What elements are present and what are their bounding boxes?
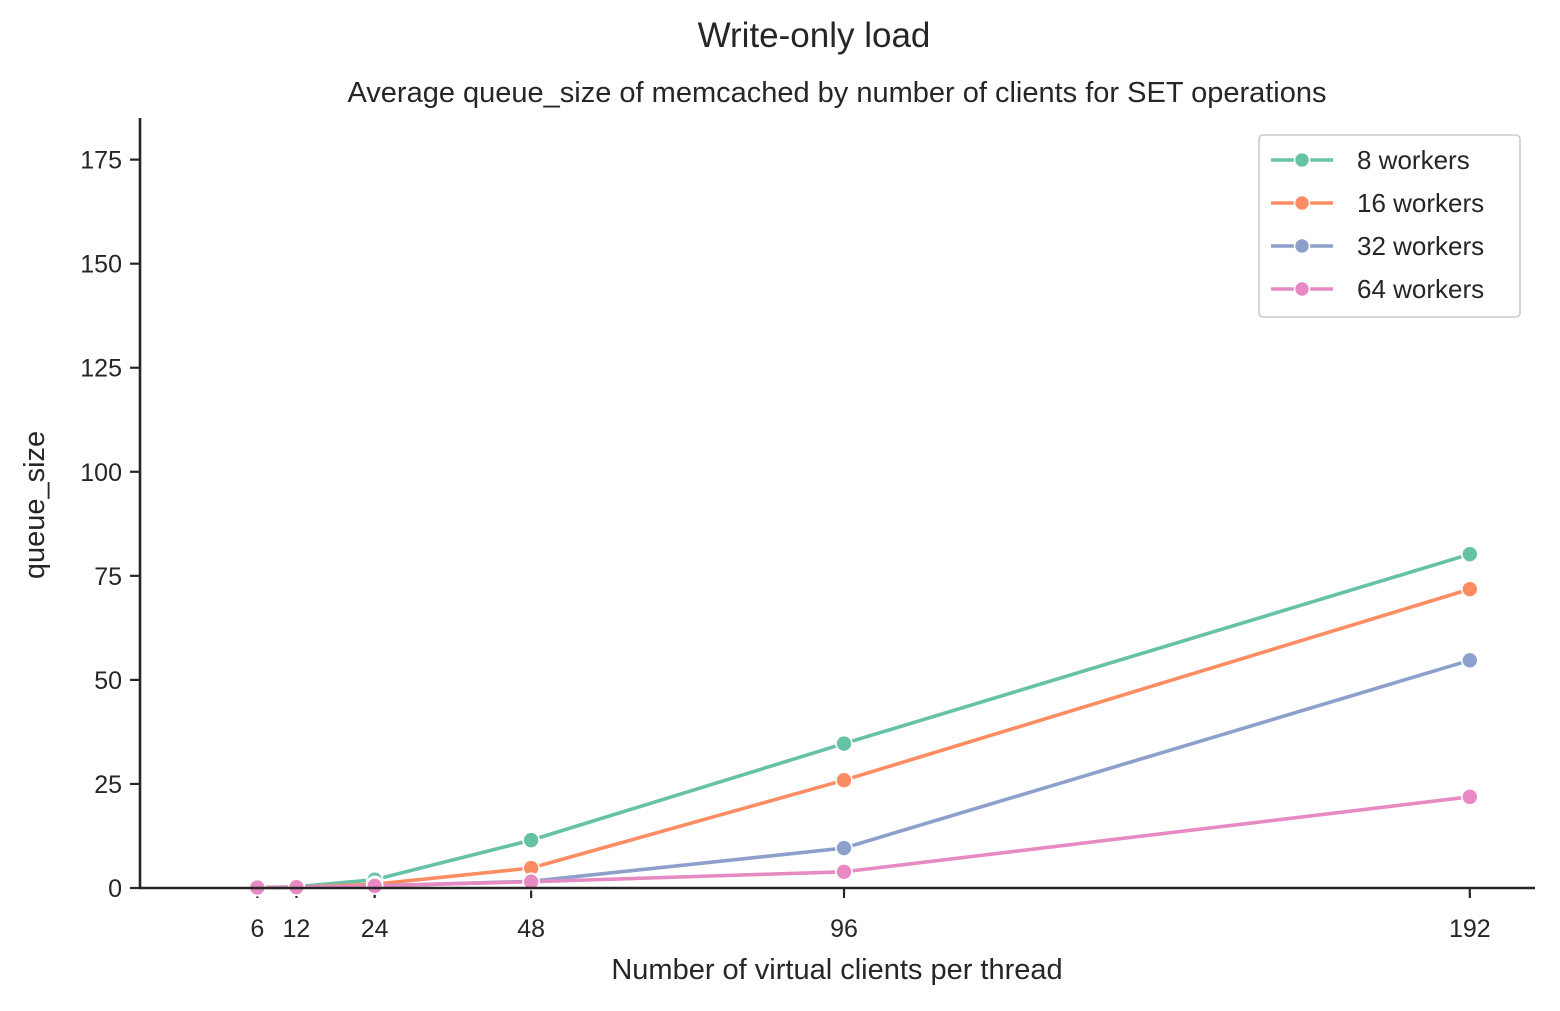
chart-suptitle: Write-only load [698,16,931,55]
data-point [835,862,853,881]
data-point [835,771,853,790]
legend-marker [1293,194,1311,212]
x-tick-label: 24 [361,915,389,943]
axis-ticks: 0 25 50 75 100 125 150 175 6 12 24 48 96 192 [80,147,1490,943]
x-tick-label: 12 [283,915,311,943]
y-axis-label: queue_size [19,431,51,579]
legend-item-4: 64 workers [1271,274,1484,304]
chart-title: Average queue_size of memcached by numbe… [347,77,1326,109]
data-point [835,734,853,753]
data-point [1461,545,1479,563]
legend-box [1258,134,1521,318]
x-axis-label: Number of virtual clients per thread [611,954,1062,986]
legend-marker [1293,151,1311,169]
y-tick-label: 150 [80,251,122,279]
y-tick-label: 175 [80,147,122,175]
y-tick-label: 0 [108,875,122,903]
legend-label: 32 workers [1357,231,1484,261]
data-point [835,839,853,857]
legend-item-1: 8 workers [1271,145,1470,175]
series-line [255,552,1472,890]
x-tick-label: 96 [830,915,858,943]
x-tick-label: 6 [250,915,264,943]
y-tick-label: 50 [94,667,122,695]
legend-item-3: 32 workers [1271,231,1484,261]
data-point [365,877,384,895]
legend-marker [1293,280,1311,298]
legend-marker [1293,237,1311,255]
legend-label: 64 workers [1357,274,1484,304]
legend-item-2: 16 workers [1271,188,1484,218]
data-point [1461,651,1479,670]
y-tick-label: 125 [80,355,122,383]
series-lines [248,545,1479,897]
y-tick-label: 25 [94,771,122,799]
x-tick-label: 48 [517,915,545,943]
legend: 8 workers 16 workers 32 workers 64 workers [1258,134,1521,318]
y-tick-label: 75 [94,563,122,591]
axes [138,118,1535,890]
data-point [1461,580,1479,598]
y-tick-label: 100 [80,459,122,487]
data-point [522,872,540,891]
data-point [522,831,540,849]
legend-label: 16 workers [1357,188,1484,218]
x-tick-label: 192 [1449,915,1491,943]
data-point [1461,788,1479,806]
legend-label: 8 workers [1357,145,1470,175]
